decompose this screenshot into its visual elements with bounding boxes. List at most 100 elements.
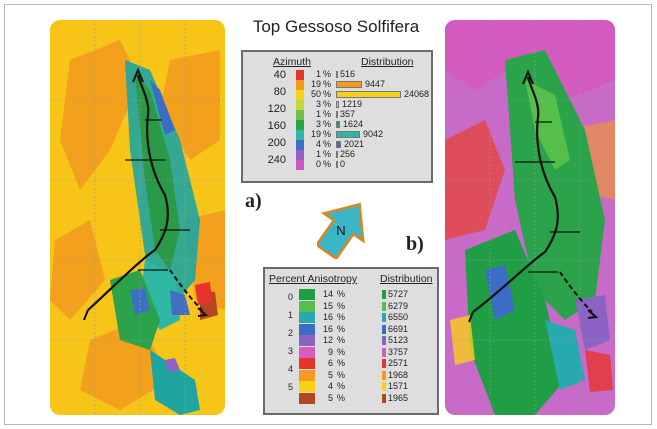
anisotropy-percent-unit: % <box>337 312 346 322</box>
azimuth-color-swatch <box>296 150 304 160</box>
anisotropy-distribution-bar <box>382 347 386 357</box>
azimuth-percent: 50 <box>310 89 321 99</box>
azimuth-map <box>50 20 225 415</box>
azimuth-percent: 1 <box>315 109 321 119</box>
anisotropy-count: 1965 <box>388 392 409 403</box>
anisotropy-color-swatch <box>299 392 315 404</box>
panel-label-b: b) <box>406 233 424 255</box>
azimuth-count: 9447 <box>365 79 386 89</box>
azimuth-distribution-bar <box>336 131 360 138</box>
anisotropy-color-swatch <box>299 346 315 358</box>
anisotropy-percent-unit: % <box>337 346 346 357</box>
anisotropy-axis-label: 5 <box>287 382 293 392</box>
anisotropy-count: 6279 <box>388 300 409 311</box>
anisotropy-color-swatch <box>299 358 315 369</box>
anisotropy-count: 5123 <box>388 335 409 345</box>
anisotropy-axis-label: 2 <box>287 328 293 338</box>
azimuth-color-swatch <box>296 140 304 150</box>
anisotropy-color-swatch <box>299 369 315 381</box>
anisotropy-percent-unit: % <box>337 323 346 334</box>
figure-frame: Top Gessoso Solfifera Azimuth Distributi… <box>4 4 652 425</box>
anisotropy-distribution-header: Distribution <box>380 273 433 285</box>
azimuth-distribution-bar <box>336 151 338 158</box>
anisotropy-distribution-bar <box>382 382 386 391</box>
azimuth-color-swatch <box>296 70 304 80</box>
azimuth-distribution-bar <box>336 91 401 98</box>
anisotropy-header: Percent Anisotropy <box>269 273 358 285</box>
anisotropy-map <box>445 20 615 415</box>
azimuth-percent: 3 <box>315 99 321 109</box>
azimuth-count: 0 <box>340 159 346 169</box>
anisotropy-count: 2571 <box>388 358 409 368</box>
azimuth-distribution-bar <box>336 101 339 108</box>
anisotropy-percent: 5 <box>327 369 333 380</box>
anisotropy-axis-label: 3 <box>287 346 293 356</box>
anisotropy-count: 1571 <box>388 381 409 391</box>
azimuth-percent-unit: % <box>323 149 332 159</box>
azimuth-axis-label: 80 <box>273 86 286 98</box>
azimuth-percent: 19 <box>310 79 321 89</box>
azimuth-percent: 4 <box>315 139 321 149</box>
anisotropy-percent: 9 <box>327 346 333 357</box>
anisotropy-percent: 12 <box>322 335 333 345</box>
azimuth-axis-label: 120 <box>267 103 286 115</box>
north-label: N <box>336 223 345 238</box>
azimuth-percent-unit: % <box>323 69 332 79</box>
figure-title: Top Gessoso Solfifera <box>252 17 420 36</box>
anisotropy-color-swatch <box>299 381 315 392</box>
anisotropy-distribution-bar <box>382 301 386 311</box>
azimuth-percent-unit: % <box>323 139 332 149</box>
azimuth-count: 1219 <box>342 99 363 109</box>
azimuth-axis-label: 40 <box>273 69 286 81</box>
anisotropy-percent-unit: % <box>337 300 346 311</box>
azimuth-color-swatch <box>296 120 304 130</box>
anisotropy-count: 3757 <box>388 346 409 357</box>
anisotropy-percent: 5 <box>327 392 333 403</box>
anisotropy-percent-unit: % <box>337 358 346 368</box>
azimuth-percent: 19 <box>310 129 321 139</box>
azimuth-distribution-bar <box>336 121 340 128</box>
anisotropy-percent: 16 <box>322 323 333 334</box>
anisotropy-percent: 14 <box>322 289 333 299</box>
anisotropy-distribution-bar <box>382 336 386 345</box>
anisotropy-color-swatch <box>299 300 315 312</box>
anisotropy-percent: 4 <box>327 381 333 391</box>
azimuth-axis-label: 160 <box>267 120 286 132</box>
anisotropy-percent-unit: % <box>337 392 346 403</box>
anisotropy-legend-panel: Percent Anisotropy Distribution 0 1 2 3 … <box>263 267 439 415</box>
anisotropy-color-swatch <box>299 323 315 335</box>
azimuth-percent-unit: % <box>323 129 332 139</box>
azimuth-percent-unit: % <box>323 109 332 119</box>
anisotropy-axis-label: 1 <box>287 310 293 320</box>
azimuth-color-swatch <box>296 100 304 110</box>
azimuth-color-swatch <box>296 90 304 100</box>
azimuth-count: 24068 <box>404 89 430 99</box>
anisotropy-axis-label: 4 <box>287 364 293 374</box>
anisotropy-distribution-bar <box>382 313 386 322</box>
azimuth-distribution-bar <box>336 141 341 148</box>
anisotropy-axis-label: 0 <box>287 292 293 302</box>
azimuth-percent-unit: % <box>323 119 332 129</box>
anisotropy-count: 6550 <box>388 312 409 322</box>
anisotropy-percent-unit: % <box>337 335 346 345</box>
anisotropy-color-swatch <box>299 312 315 323</box>
anisotropy-distribution-bar <box>382 290 386 299</box>
anisotropy-distribution-bar <box>382 393 386 403</box>
azimuth-color-swatch <box>296 80 304 90</box>
anisotropy-percent: 6 <box>327 358 333 368</box>
panel-label-a: a) <box>245 190 262 212</box>
anisotropy-count: 5727 <box>388 289 409 299</box>
azimuth-color-swatch <box>296 130 304 140</box>
azimuth-count: 357 <box>340 109 356 119</box>
azimuth-distribution-bar <box>336 71 338 78</box>
azimuth-count: 516 <box>340 69 356 79</box>
anisotropy-color-swatch <box>299 289 315 300</box>
anisotropy-percent-unit: % <box>337 289 346 299</box>
anisotropy-color-swatch <box>299 335 315 346</box>
anisotropy-count: 1968 <box>388 369 409 380</box>
azimuth-percent-unit: % <box>323 159 332 169</box>
anisotropy-distribution-bar <box>382 370 386 380</box>
azimuth-header: Azimuth <box>273 56 311 68</box>
anisotropy-distribution-bar <box>382 359 386 368</box>
azimuth-distribution-bar <box>336 161 338 168</box>
